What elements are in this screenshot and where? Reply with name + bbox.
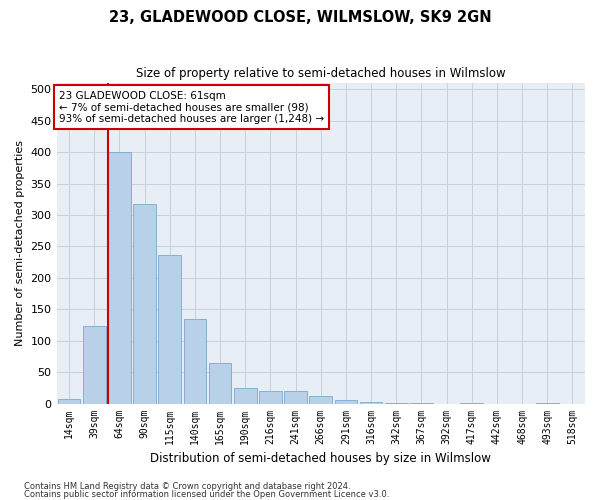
Bar <box>108 152 131 404</box>
Bar <box>536 403 559 404</box>
Bar <box>310 396 332 404</box>
Bar <box>460 403 483 404</box>
Bar <box>209 362 232 404</box>
Bar <box>360 402 382 404</box>
X-axis label: Distribution of semi-detached houses by size in Wilmslow: Distribution of semi-detached houses by … <box>151 452 491 465</box>
Bar <box>335 400 357 404</box>
Y-axis label: Number of semi-detached properties: Number of semi-detached properties <box>15 140 25 346</box>
Bar <box>284 391 307 404</box>
Bar <box>410 403 433 404</box>
Text: Contains HM Land Registry data © Crown copyright and database right 2024.: Contains HM Land Registry data © Crown c… <box>24 482 350 491</box>
Text: Contains public sector information licensed under the Open Government Licence v3: Contains public sector information licen… <box>24 490 389 499</box>
Text: 23 GLADEWOOD CLOSE: 61sqm
← 7% of semi-detached houses are smaller (98)
93% of s: 23 GLADEWOOD CLOSE: 61sqm ← 7% of semi-d… <box>59 90 324 124</box>
Bar <box>184 318 206 404</box>
Bar <box>58 399 80 404</box>
Bar <box>234 388 257 404</box>
Text: 23, GLADEWOOD CLOSE, WILMSLOW, SK9 2GN: 23, GLADEWOOD CLOSE, WILMSLOW, SK9 2GN <box>109 10 491 25</box>
Bar <box>83 326 106 404</box>
Title: Size of property relative to semi-detached houses in Wilmslow: Size of property relative to semi-detach… <box>136 68 506 80</box>
Bar <box>259 391 282 404</box>
Bar <box>158 254 181 404</box>
Bar <box>385 403 407 404</box>
Bar <box>133 204 156 404</box>
